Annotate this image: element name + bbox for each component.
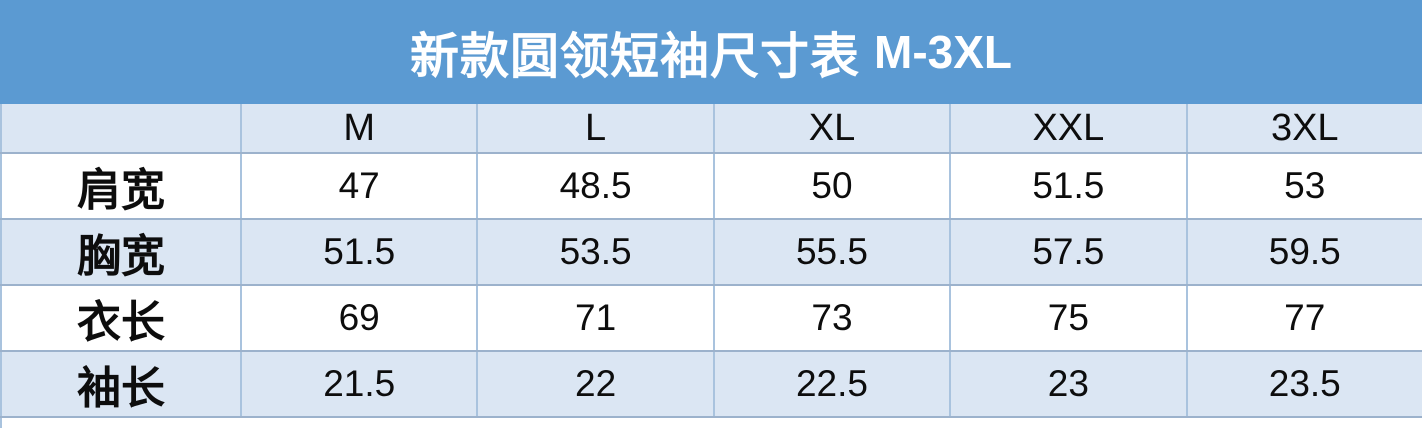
chart-title-size-range: M-3XL [874, 26, 1012, 78]
measurement-cell: 48.5 [476, 152, 715, 220]
row-label: 袖长 [0, 350, 242, 418]
measurement-cell: 57.5 [949, 218, 1188, 286]
chart-title: 新款圆领短袖尺寸表 [409, 28, 860, 84]
measurement-cell: 55.5 [712, 218, 952, 286]
table-row-shoulder-width: 肩宽 47 48.5 50 51.5 53 [0, 152, 1422, 220]
measurement-cell: 71 [476, 284, 715, 352]
measurement-cell: 59.5 [1185, 218, 1422, 286]
row-label: 肩宽 [0, 152, 242, 220]
measurement-cell: 69 [239, 284, 479, 352]
measurement-cell: 47 [239, 152, 479, 220]
measurement-cell: 75 [949, 284, 1188, 352]
table-row-sleeve-length: 袖长 21.5 22 22.5 23 23.5 [0, 350, 1422, 418]
size-column-header-l: L [476, 104, 715, 154]
table-row-chest-width: 胸宽 51.5 53.5 55.5 57.5 59.5 [0, 218, 1422, 286]
size-header-row: M L XL XXL 3XL [0, 104, 1422, 154]
measurement-cell: 21.5 [239, 350, 479, 418]
row-label: 胸宽 [0, 218, 242, 286]
corner-cell [0, 104, 242, 154]
table-row-garment-length: 衣长 69 71 73 75 77 [0, 284, 1422, 352]
size-column-header-3xl: 3XL [1185, 104, 1422, 154]
measurement-cell: 23.5 [1185, 350, 1422, 418]
measurement-cell: 77 [1185, 284, 1422, 352]
measurement-cell: 73 [712, 284, 952, 352]
size-column-header-xxl: XXL [949, 104, 1188, 154]
measurement-cell: 50 [712, 152, 952, 220]
measurement-cell: 53 [1185, 152, 1422, 220]
size-table: M L XL XXL 3XL 肩宽 47 48.5 50 51.5 53 胸宽 … [0, 104, 1422, 428]
measurement-cell: 22 [476, 350, 715, 418]
row-label: 衣长 [0, 284, 242, 352]
measurement-cell: 51.5 [239, 218, 479, 286]
measurement-cell: 51.5 [949, 152, 1188, 220]
footnote: 平铺尺寸参考(单位 CM)考虑部分产品版型特殊及测量手工方式不同存在 1-3CM… [0, 416, 1422, 428]
chart-title-band: 新款圆领短袖尺寸表 M-3XL [0, 0, 1422, 104]
measurement-cell: 53.5 [476, 218, 715, 286]
size-column-header-m: M [239, 104, 479, 154]
size-column-header-xl: XL [712, 104, 952, 154]
measurement-cell: 22.5 [712, 350, 952, 418]
measurement-cell: 23 [949, 350, 1188, 418]
footnote-row: 平铺尺寸参考(单位 CM)考虑部分产品版型特殊及测量手工方式不同存在 1-3CM… [0, 416, 1422, 428]
